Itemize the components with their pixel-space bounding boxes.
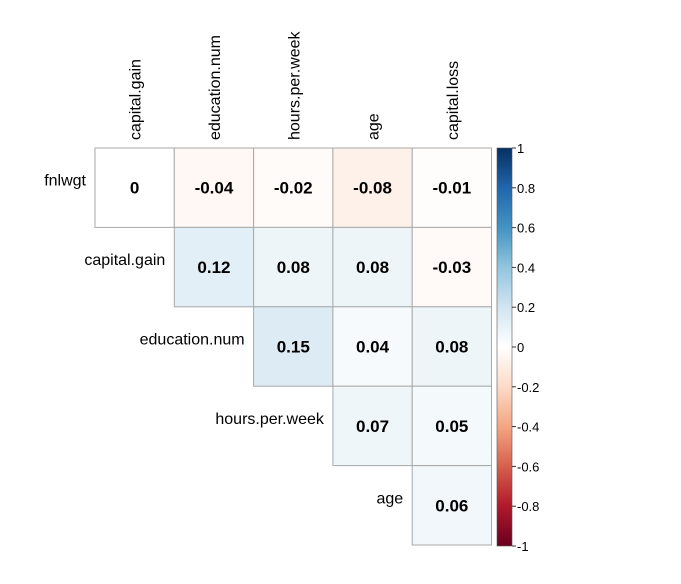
cell-value-label: -0.01: [432, 179, 471, 198]
cell-value-label: 0.08: [435, 338, 468, 357]
heatmap-cell: [173, 147, 255, 228]
colorbar-tick-label: -1: [517, 539, 529, 554]
row-label: fnlwgt: [44, 173, 86, 190]
heatmap-cell: [411, 465, 493, 546]
column-label: age: [366, 113, 383, 140]
colorbar-gradient: [496, 147, 513, 547]
column-label: capital.gain: [128, 59, 145, 140]
row-label: capital.gain: [84, 252, 165, 269]
cell-value-label: 0.06: [435, 496, 468, 515]
heatmap-cells: 0 -0.04 -0.02 -0.08 -0.01 0.12 0.08 0.08 -0.03 0.…: [94, 147, 493, 546]
colorbar-tick-label: 1: [517, 141, 524, 156]
cell-value-label: -0.02: [274, 179, 313, 198]
row-label: education.num: [140, 332, 245, 349]
column-label: capital.loss: [445, 61, 462, 140]
row-label: age: [376, 490, 403, 507]
cell-value-label: 0.07: [356, 417, 389, 436]
colorbar-tick-label: -0.6: [517, 459, 539, 474]
heatmap-cell: [173, 226, 255, 308]
heatmap-cell: [411, 306, 493, 387]
cell-value-label: -0.04: [195, 179, 234, 198]
heatmap-cell: [94, 147, 175, 228]
cell-value-label: -0.08: [353, 179, 392, 198]
row-label: hours.per.week: [215, 411, 325, 428]
colorbar-tick-label: -0.8: [517, 499, 539, 514]
heatmap-cell: [253, 147, 334, 228]
cell-value-label: 0.08: [356, 258, 389, 277]
heatmap-cell: [411, 385, 493, 467]
cell-value-label: 0.08: [277, 258, 310, 277]
colorbar-tick-label: 0.2: [517, 300, 535, 315]
color-legend: 1 0.8 0.6 0.4 0.2 0 -0.2 -0.4 -0.6 -0.8 -1: [496, 141, 539, 554]
heatmap-cell: [411, 147, 493, 228]
cell-value-label: 0.04: [356, 338, 390, 357]
column-label: hours.per.week: [286, 30, 303, 140]
heatmap-cell: [332, 385, 413, 467]
colorbar-tick-label: -0.2: [517, 380, 539, 395]
cell-value-label: 0: [130, 179, 139, 198]
axis-labels: fnlwgt capital.gain education.num hours.per…: [44, 30, 462, 507]
colorbar-tick-label: -0.4: [517, 420, 539, 435]
colorbar-tick-label: 0: [517, 340, 524, 355]
colorbar-tick-label: 0.6: [517, 221, 535, 236]
cell-value-label: 0.05: [435, 417, 468, 436]
heatmap-cell: [411, 226, 493, 308]
colorbar-tick-label: 0.8: [517, 181, 535, 196]
heatmap-cell: [332, 306, 413, 387]
cell-value-label: -0.03: [432, 258, 471, 277]
column-label: education.num: [207, 35, 224, 140]
cell-value-label: 0.15: [277, 338, 310, 357]
colorbar-tick-label: 0.4: [517, 260, 535, 275]
cell-value-label: 0.12: [197, 258, 230, 277]
